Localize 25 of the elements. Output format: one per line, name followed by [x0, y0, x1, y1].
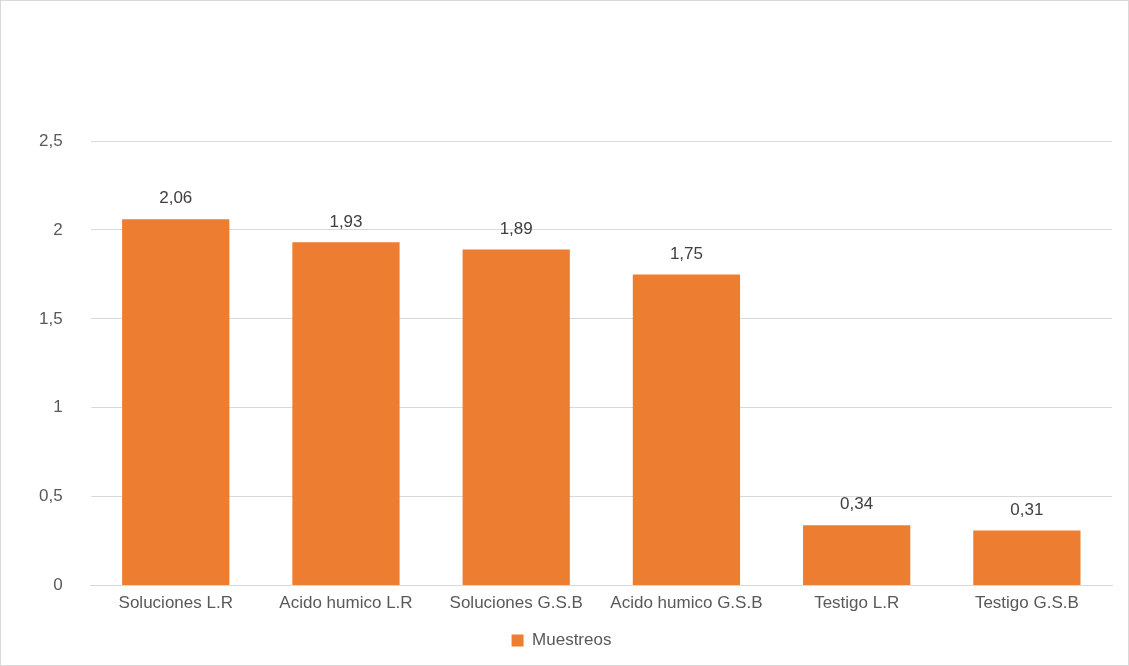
- x-tick-label: Acido humico L.R: [279, 593, 413, 613]
- legend-label: Muestreos: [532, 630, 612, 650]
- y-tick-label: 0,5: [38, 486, 63, 506]
- data-label: 1,93: [329, 211, 363, 231]
- y-tick-label: 1: [53, 397, 63, 417]
- x-tick-label: Soluciones L.R: [118, 593, 233, 613]
- bar: [803, 525, 911, 586]
- data-label: 1,89: [499, 218, 533, 238]
- y-tick-label: 2: [53, 219, 63, 239]
- bar: [973, 530, 1081, 586]
- x-tick-label: Soluciones G.S.B: [449, 593, 583, 613]
- bar: [122, 219, 230, 586]
- y-tick-label: 0: [53, 575, 63, 595]
- data-label: 0,34: [840, 494, 874, 514]
- data-label: 2,06: [159, 188, 193, 208]
- x-tick-label: Acido humico G.S.B: [610, 593, 763, 613]
- data-label: 0,31: [1010, 499, 1044, 519]
- x-tick-label: Testigo G.S.B: [974, 593, 1079, 613]
- y-tick-label: 1,5: [38, 308, 63, 328]
- y-tick-label: 2,5: [38, 130, 63, 150]
- data-label: 1,75: [669, 243, 703, 263]
- bar: [632, 274, 741, 586]
- x-tick-label: Testigo L.R: [814, 593, 900, 613]
- bar: [462, 249, 570, 586]
- bar: [292, 242, 400, 586]
